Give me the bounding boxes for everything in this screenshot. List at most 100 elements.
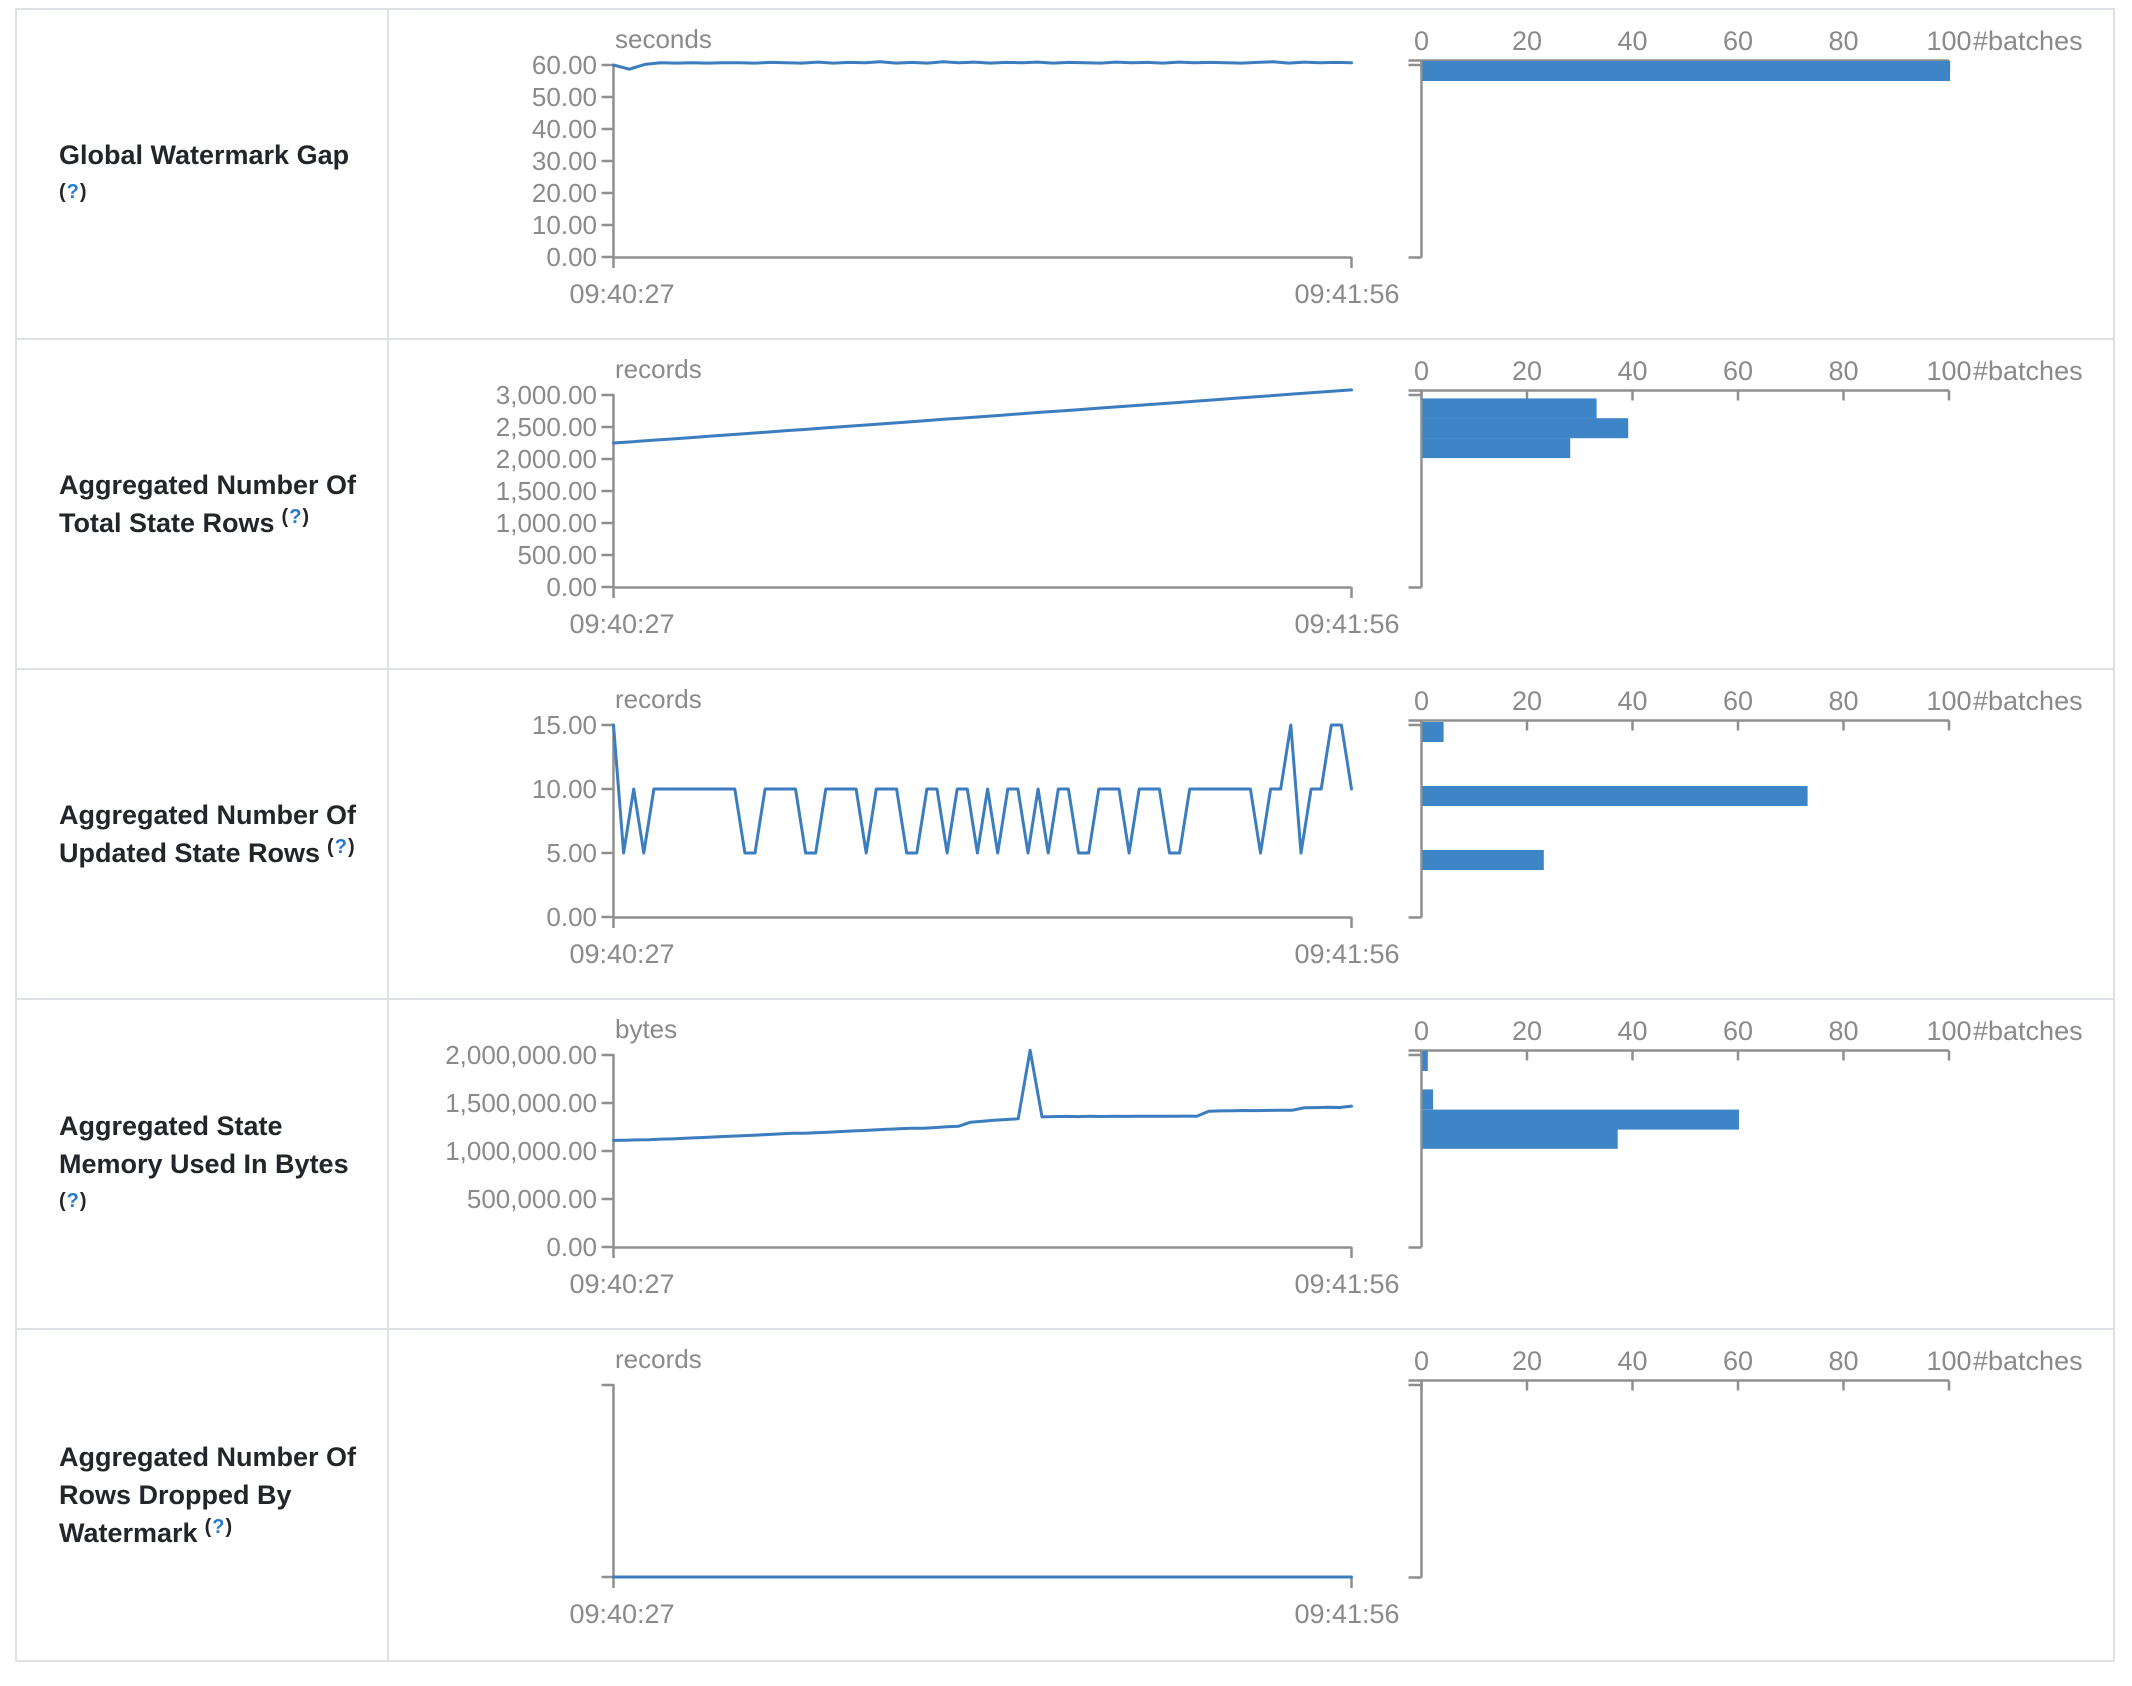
svg-text:09:40:27: 09:40:27 — [569, 939, 674, 969]
metric-row-aggregated-rows-dropped-by-watermark: Aggregated Number Of Rows Dropped By Water… — [17, 1330, 2113, 1660]
svg-text:09:41:56: 09:41:56 — [1294, 1269, 1399, 1299]
metric-row-aggregated-updated-state-rows: Aggregated Number Of Updated State Rows (?… — [17, 670, 2113, 1000]
svg-text:100: 100 — [1926, 356, 1971, 386]
metric-label-text: Aggregated State — [59, 1111, 283, 1141]
svg-text:#batches: #batches — [1973, 356, 2083, 386]
svg-text:100: 100 — [1926, 1016, 1971, 1046]
help-question-mark: ? — [334, 836, 348, 858]
svg-text:500.00: 500.00 — [517, 540, 597, 570]
svg-text:1,000.00: 1,000.00 — [496, 508, 597, 538]
svg-text:0.00: 0.00 — [546, 242, 597, 272]
help-question-mark: ? — [66, 1190, 80, 1212]
svg-text:15.00: 15.00 — [532, 710, 597, 740]
svg-text:80: 80 — [1828, 1346, 1858, 1376]
svg-text:bytes: bytes — [615, 1014, 677, 1044]
metric-label-aggregated-rows-dropped-by-watermark: Aggregated Number Of Rows Dropped By Water… — [17, 1330, 389, 1660]
timeline-chart-aggregated-updated-state-rows: records 15.00 10.00 5.00 0.00 09:40:27 09:41:5… — [532, 684, 1400, 969]
help-link[interactable]: (?) — [282, 506, 311, 528]
svg-text:2,000,000.00: 2,000,000.00 — [445, 1040, 597, 1070]
svg-text:0: 0 — [1414, 26, 1429, 56]
svg-text:seconds: seconds — [615, 24, 712, 54]
histogram-chart-global-watermark-gap: 0 20 40 60 80 100 #batches — [1408, 26, 2083, 259]
histogram-cell-aggregated-state-memory-used: 0 20 40 60 80 100 #batches — [1405, 1000, 2113, 1328]
metric-label-line: Watermark (?) — [59, 1514, 369, 1552]
help-link[interactable]: (?) — [59, 1190, 88, 1212]
metric-label-line: (?) — [59, 174, 369, 212]
histogram-cell-aggregated-updated-state-rows: 0 20 40 60 80 100 #batches — [1405, 670, 2113, 998]
svg-text:#batches: #batches — [1973, 686, 2083, 716]
metric-row-aggregated-state-memory-used: Aggregated State Memory Used In Bytes (?) b… — [17, 1000, 2113, 1330]
svg-text:0.00: 0.00 — [546, 902, 597, 932]
help-paren-close: ) — [225, 1516, 234, 1538]
svg-text:60: 60 — [1723, 1346, 1753, 1376]
svg-text:60.00: 60.00 — [532, 50, 597, 80]
timeline-chart-global-watermark-gap: seconds 60.0050.0040.0030.0020.0010.000.0… — [532, 24, 1400, 309]
svg-text:10.00: 10.00 — [532, 210, 597, 240]
svg-text:500,000.00: 500,000.00 — [467, 1184, 597, 1214]
histogram-cell-aggregated-total-state-rows: 0 20 40 60 80 100 #batches — [1405, 340, 2113, 668]
metric-label-aggregated-updated-state-rows: Aggregated Number Of Updated State Rows (?… — [17, 670, 389, 998]
svg-text:40: 40 — [1617, 26, 1647, 56]
svg-text:09:41:56: 09:41:56 — [1294, 609, 1399, 639]
timeline-chart-aggregated-state-memory-used: bytes 2,000,000.00 1,500,000.00 1,000,000.0… — [445, 1014, 1399, 1299]
svg-text:records: records — [615, 1344, 702, 1374]
svg-text:50.00: 50.00 — [532, 82, 597, 112]
help-paren-close: ) — [302, 506, 311, 528]
metric-label-text: Watermark — [59, 1518, 198, 1548]
svg-text:40: 40 — [1617, 356, 1647, 386]
metric-label-text: Updated State Rows — [59, 838, 321, 868]
metric-row-aggregated-total-state-rows: Aggregated Number Of Total State Rows (?) r… — [17, 340, 2113, 670]
svg-text:0.00: 0.00 — [546, 572, 597, 602]
metric-label-aggregated-total-state-rows: Aggregated Number Of Total State Rows (?) — [17, 340, 389, 668]
metric-label-text: Aggregated Number Of — [59, 1442, 357, 1472]
help-link[interactable]: (?) — [59, 181, 88, 203]
svg-text:records: records — [615, 354, 702, 384]
metric-label-line: Global Watermark Gap — [59, 136, 369, 174]
metric-label-text: Aggregated Number Of — [59, 800, 357, 830]
help-link[interactable]: (?) — [327, 836, 356, 858]
svg-text:2,000.00: 2,000.00 — [496, 444, 597, 474]
svg-text:records: records — [615, 684, 702, 714]
help-question-mark: ? — [212, 1516, 226, 1538]
timeline-chart-aggregated-total-state-rows: records 3,000.002,500.002,000.001,500.001… — [496, 354, 1400, 639]
svg-text:20: 20 — [1512, 1346, 1542, 1376]
svg-text:60: 60 — [1723, 26, 1753, 56]
timeline-cell-aggregated-state-memory-used: bytes 2,000,000.00 1,500,000.00 1,000,000.0… — [389, 1000, 1405, 1328]
metric-label-line: Aggregated Number Of — [59, 796, 369, 834]
svg-text:20: 20 — [1512, 356, 1542, 386]
svg-text:09:40:27: 09:40:27 — [569, 609, 674, 639]
svg-text:40.00: 40.00 — [532, 114, 597, 144]
svg-text:20.00: 20.00 — [532, 178, 597, 208]
histogram-cell-global-watermark-gap: 0 20 40 60 80 100 #batches — [1405, 10, 2113, 338]
svg-text:40: 40 — [1617, 1016, 1647, 1046]
help-paren-open: ( — [281, 506, 290, 528]
histogram-chart-aggregated-state-memory-used: 0 20 40 60 80 100 #batches — [1408, 1016, 2083, 1249]
help-paren-open: ( — [204, 1516, 213, 1538]
metric-label-line: Memory Used In Bytes — [59, 1145, 369, 1183]
svg-text:#batches: #batches — [1973, 1346, 2083, 1376]
help-link[interactable]: (?) — [205, 1516, 234, 1538]
histogram-cell-aggregated-rows-dropped-by-watermark: 0 20 40 60 80 100 #batches — [1405, 1330, 2113, 1660]
svg-text:60: 60 — [1723, 356, 1753, 386]
metric-label-line: Total State Rows (?) — [59, 504, 369, 542]
timeline-chart-aggregated-rows-dropped-by-watermark: records 09:40:27 09:41:56 — [569, 1344, 1399, 1629]
metric-label-line: Rows Dropped By — [59, 1476, 369, 1514]
svg-text:1,000,000.00: 1,000,000.00 — [445, 1136, 597, 1166]
metric-row-global-watermark-gap: Global Watermark Gap (?) seconds 60.00 50.00… — [17, 10, 2113, 340]
svg-text:0: 0 — [1414, 1016, 1429, 1046]
metric-label-global-watermark-gap: Global Watermark Gap (?) — [17, 10, 389, 338]
svg-text:100: 100 — [1926, 1346, 1971, 1376]
svg-text:#batches: #batches — [1973, 1016, 2083, 1046]
histogram-chart-aggregated-rows-dropped-by-watermark: 0 20 40 60 80 100 #batches — [1408, 1346, 2083, 1579]
help-paren-close: ) — [347, 836, 356, 858]
timeline-cell-aggregated-total-state-rows: records 3,000.00 2,500.00 2,000.00 1,500.00 1… — [389, 340, 1405, 668]
metric-label-line: Updated State Rows (?) — [59, 834, 369, 872]
metric-label-aggregated-state-memory-used: Aggregated State Memory Used In Bytes (?) — [17, 1000, 389, 1328]
svg-text:09:40:27: 09:40:27 — [569, 279, 674, 309]
svg-text:0: 0 — [1414, 686, 1429, 716]
timeline-cell-global-watermark-gap: seconds 60.00 50.00 40.00 30.00 20.00 10.00 0.0… — [389, 10, 1405, 338]
svg-text:2,500.00: 2,500.00 — [496, 412, 597, 442]
help-paren-close: ) — [79, 181, 88, 203]
help-question-mark: ? — [289, 506, 303, 528]
svg-text:100: 100 — [1926, 26, 1971, 56]
